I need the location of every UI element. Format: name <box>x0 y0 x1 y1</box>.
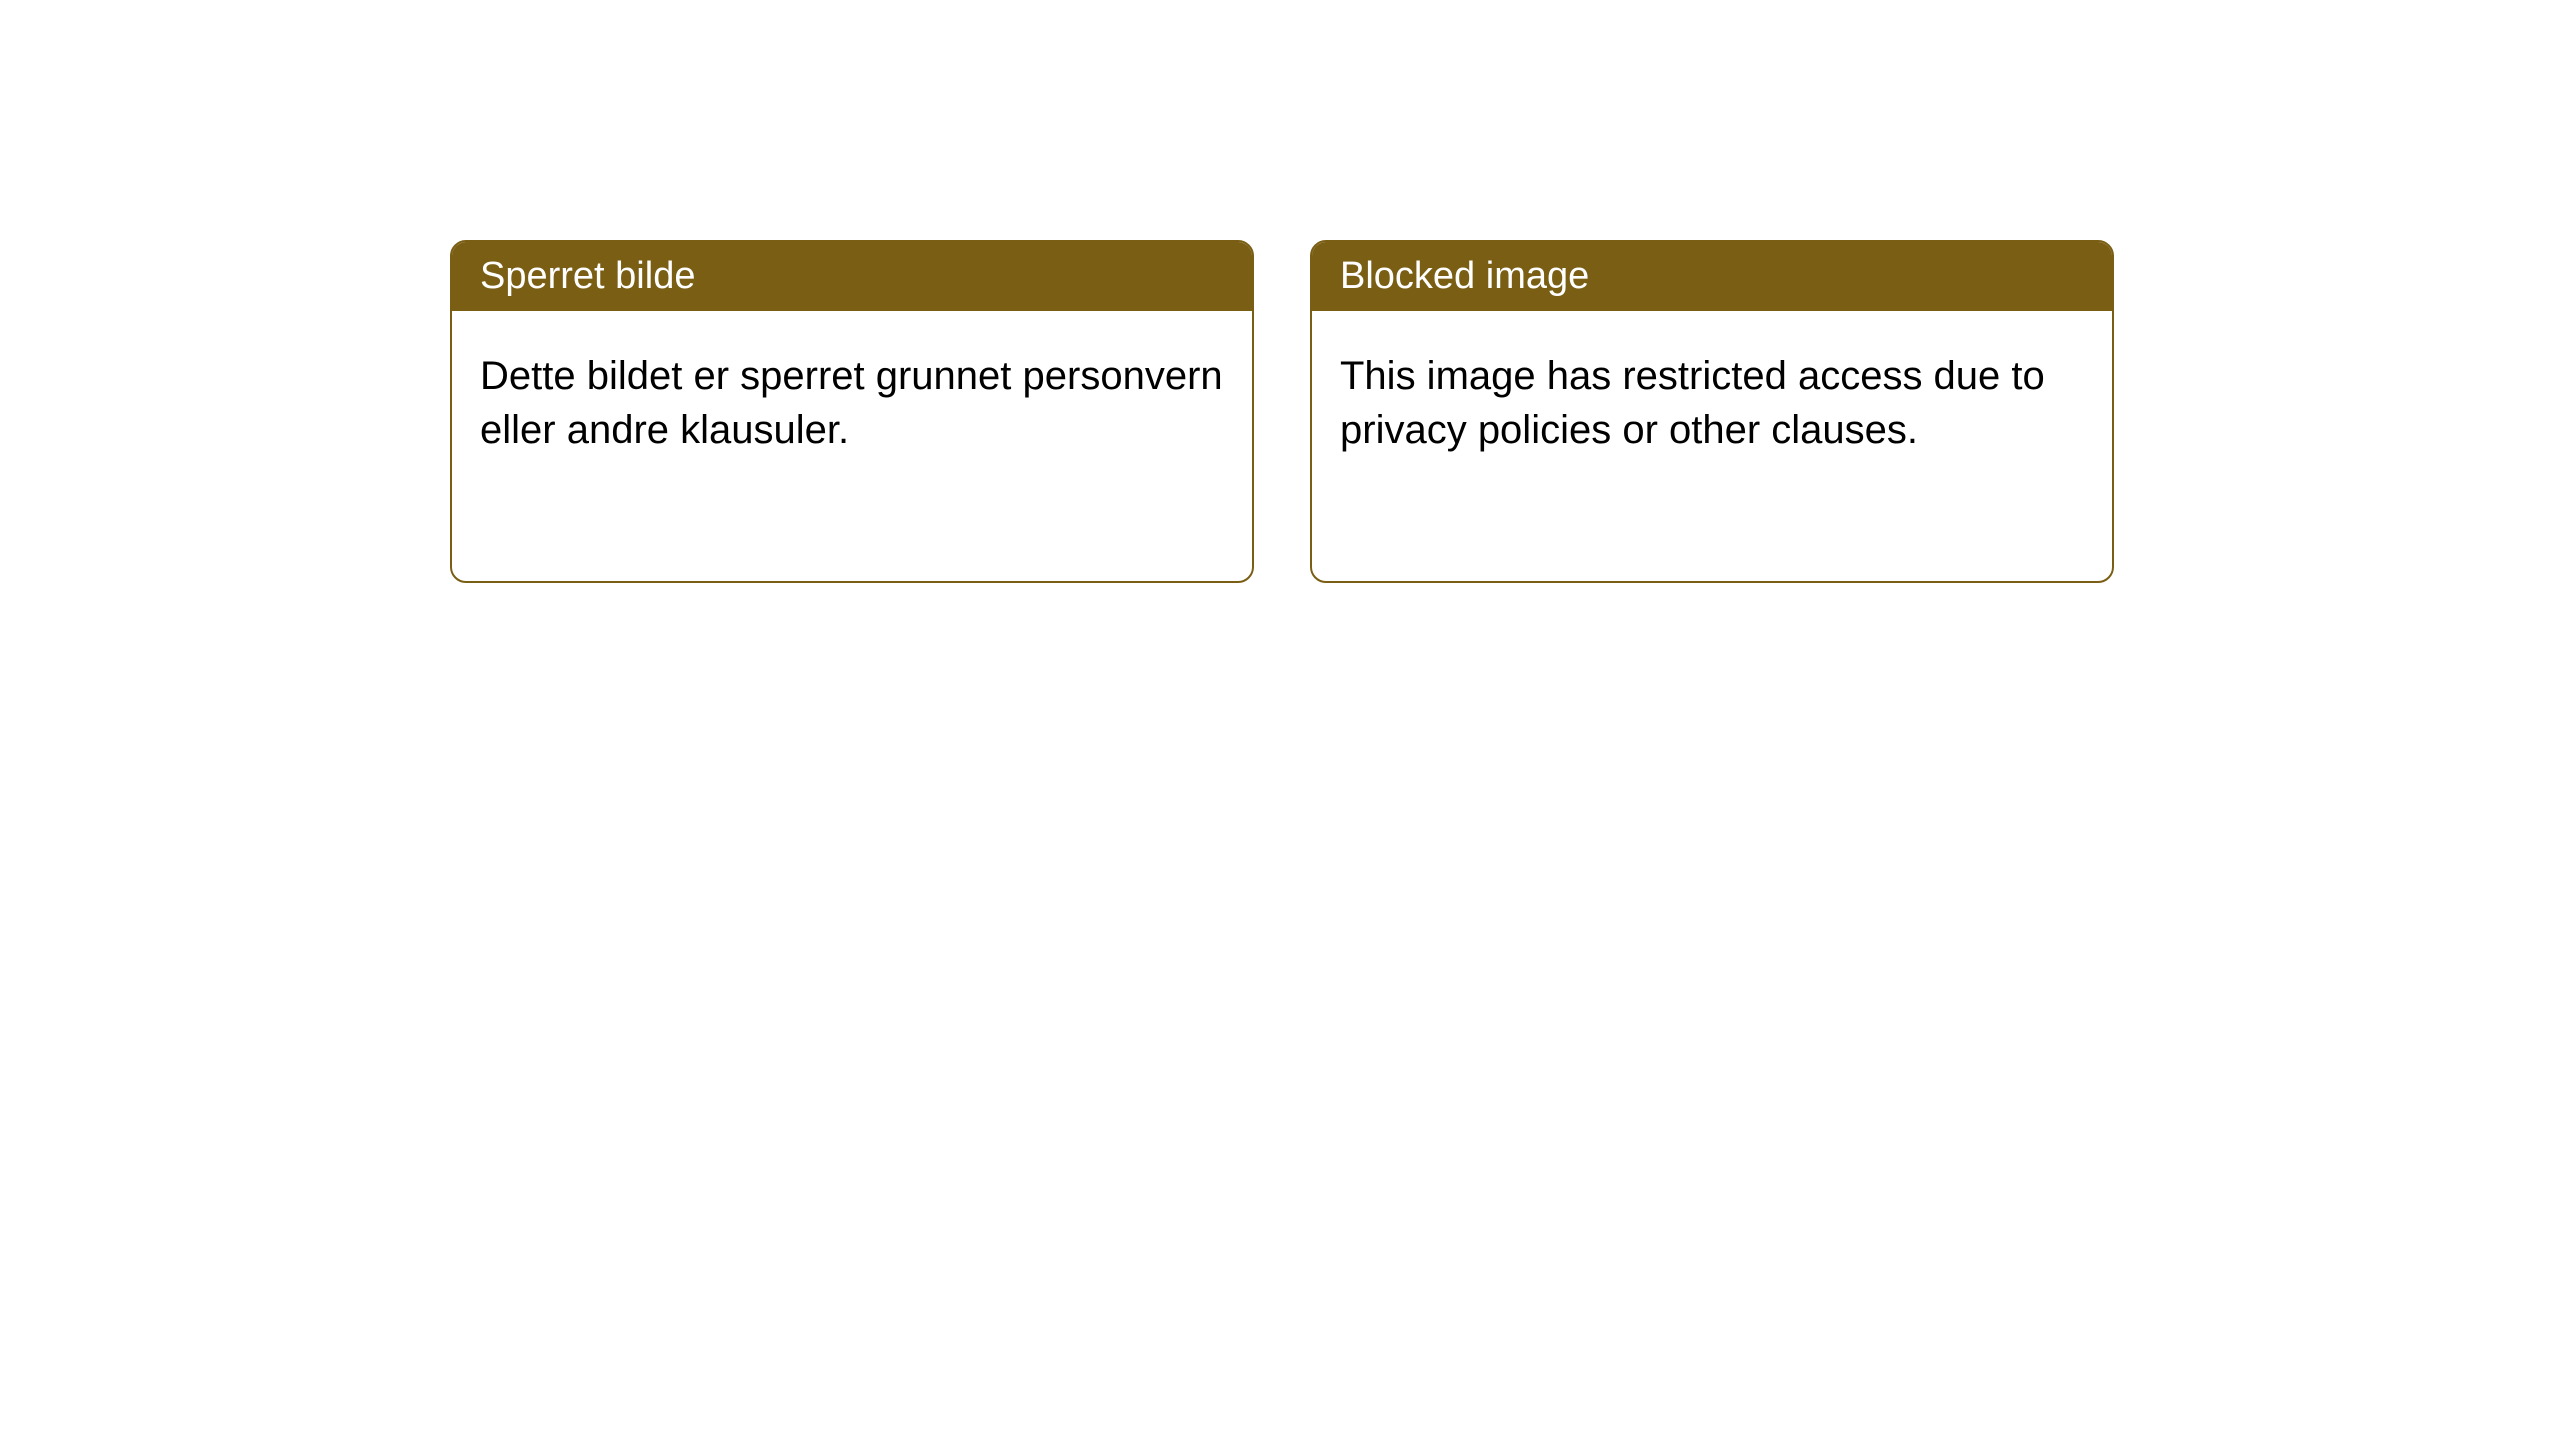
info-box-header: Sperret bilde <box>452 242 1252 311</box>
info-box-english: Blocked image This image has restricted … <box>1310 240 2114 583</box>
info-boxes-container: Sperret bilde Dette bildet er sperret gr… <box>0 0 2560 583</box>
info-box-header: Blocked image <box>1312 242 2112 311</box>
info-box-body: Dette bildet er sperret grunnet personve… <box>452 311 1252 581</box>
info-box-body: This image has restricted access due to … <box>1312 311 2112 581</box>
info-box-norwegian: Sperret bilde Dette bildet er sperret gr… <box>450 240 1254 583</box>
